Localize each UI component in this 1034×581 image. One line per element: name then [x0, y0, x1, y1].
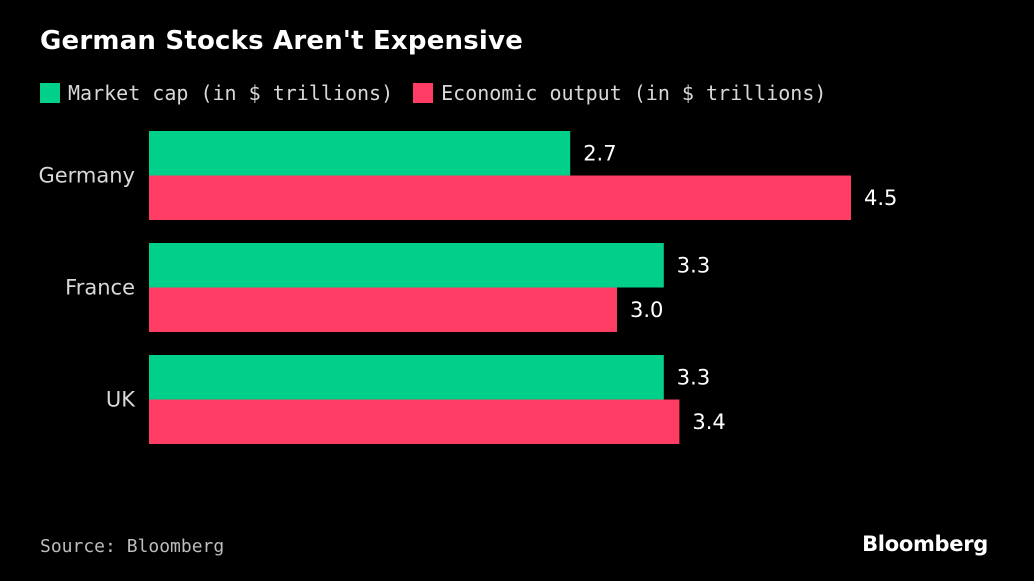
- data-label-uk-economic-output: 3.4: [692, 410, 725, 434]
- legend: Market cap (in $ trillions) Economic out…: [40, 80, 846, 106]
- source-note: Source: Bloomberg: [40, 536, 225, 557]
- legend-label-market-cap: Market cap (in $ trillions): [68, 81, 394, 105]
- category-label-france: France: [65, 276, 135, 300]
- legend-item-market-cap: Market cap (in $ trillions): [40, 81, 393, 105]
- bar-france-market-cap: [149, 243, 664, 288]
- category-label-germany: Germany: [38, 164, 135, 188]
- data-label-germany-market-cap: 2.7: [583, 141, 616, 165]
- data-label-uk-market-cap: 3.3: [677, 365, 710, 389]
- bar-uk-market-cap: [149, 355, 664, 400]
- data-label-germany-economic-output: 4.5: [864, 186, 897, 210]
- bar-uk-economic-output: [149, 399, 680, 444]
- bloomberg-logo: Bloomberg: [862, 532, 988, 556]
- category-label-uk: UK: [106, 388, 136, 412]
- legend-swatch-market-cap: [40, 83, 60, 103]
- bar-france-economic-output: [149, 287, 617, 332]
- bar-germany-economic-output: [149, 175, 851, 220]
- chart-title: German Stocks Aren't Expensive: [40, 26, 524, 56]
- data-label-france-economic-output: 3.0: [630, 298, 663, 322]
- legend-swatch-economic-output: [413, 83, 434, 103]
- legend-label-economic-output: Economic output (in $ trillions): [441, 81, 827, 105]
- bar-germany-market-cap: [149, 131, 571, 176]
- legend-item-economic-output: Economic output (in $ trillions): [413, 81, 826, 105]
- data-label-france-market-cap: 3.3: [677, 253, 710, 277]
